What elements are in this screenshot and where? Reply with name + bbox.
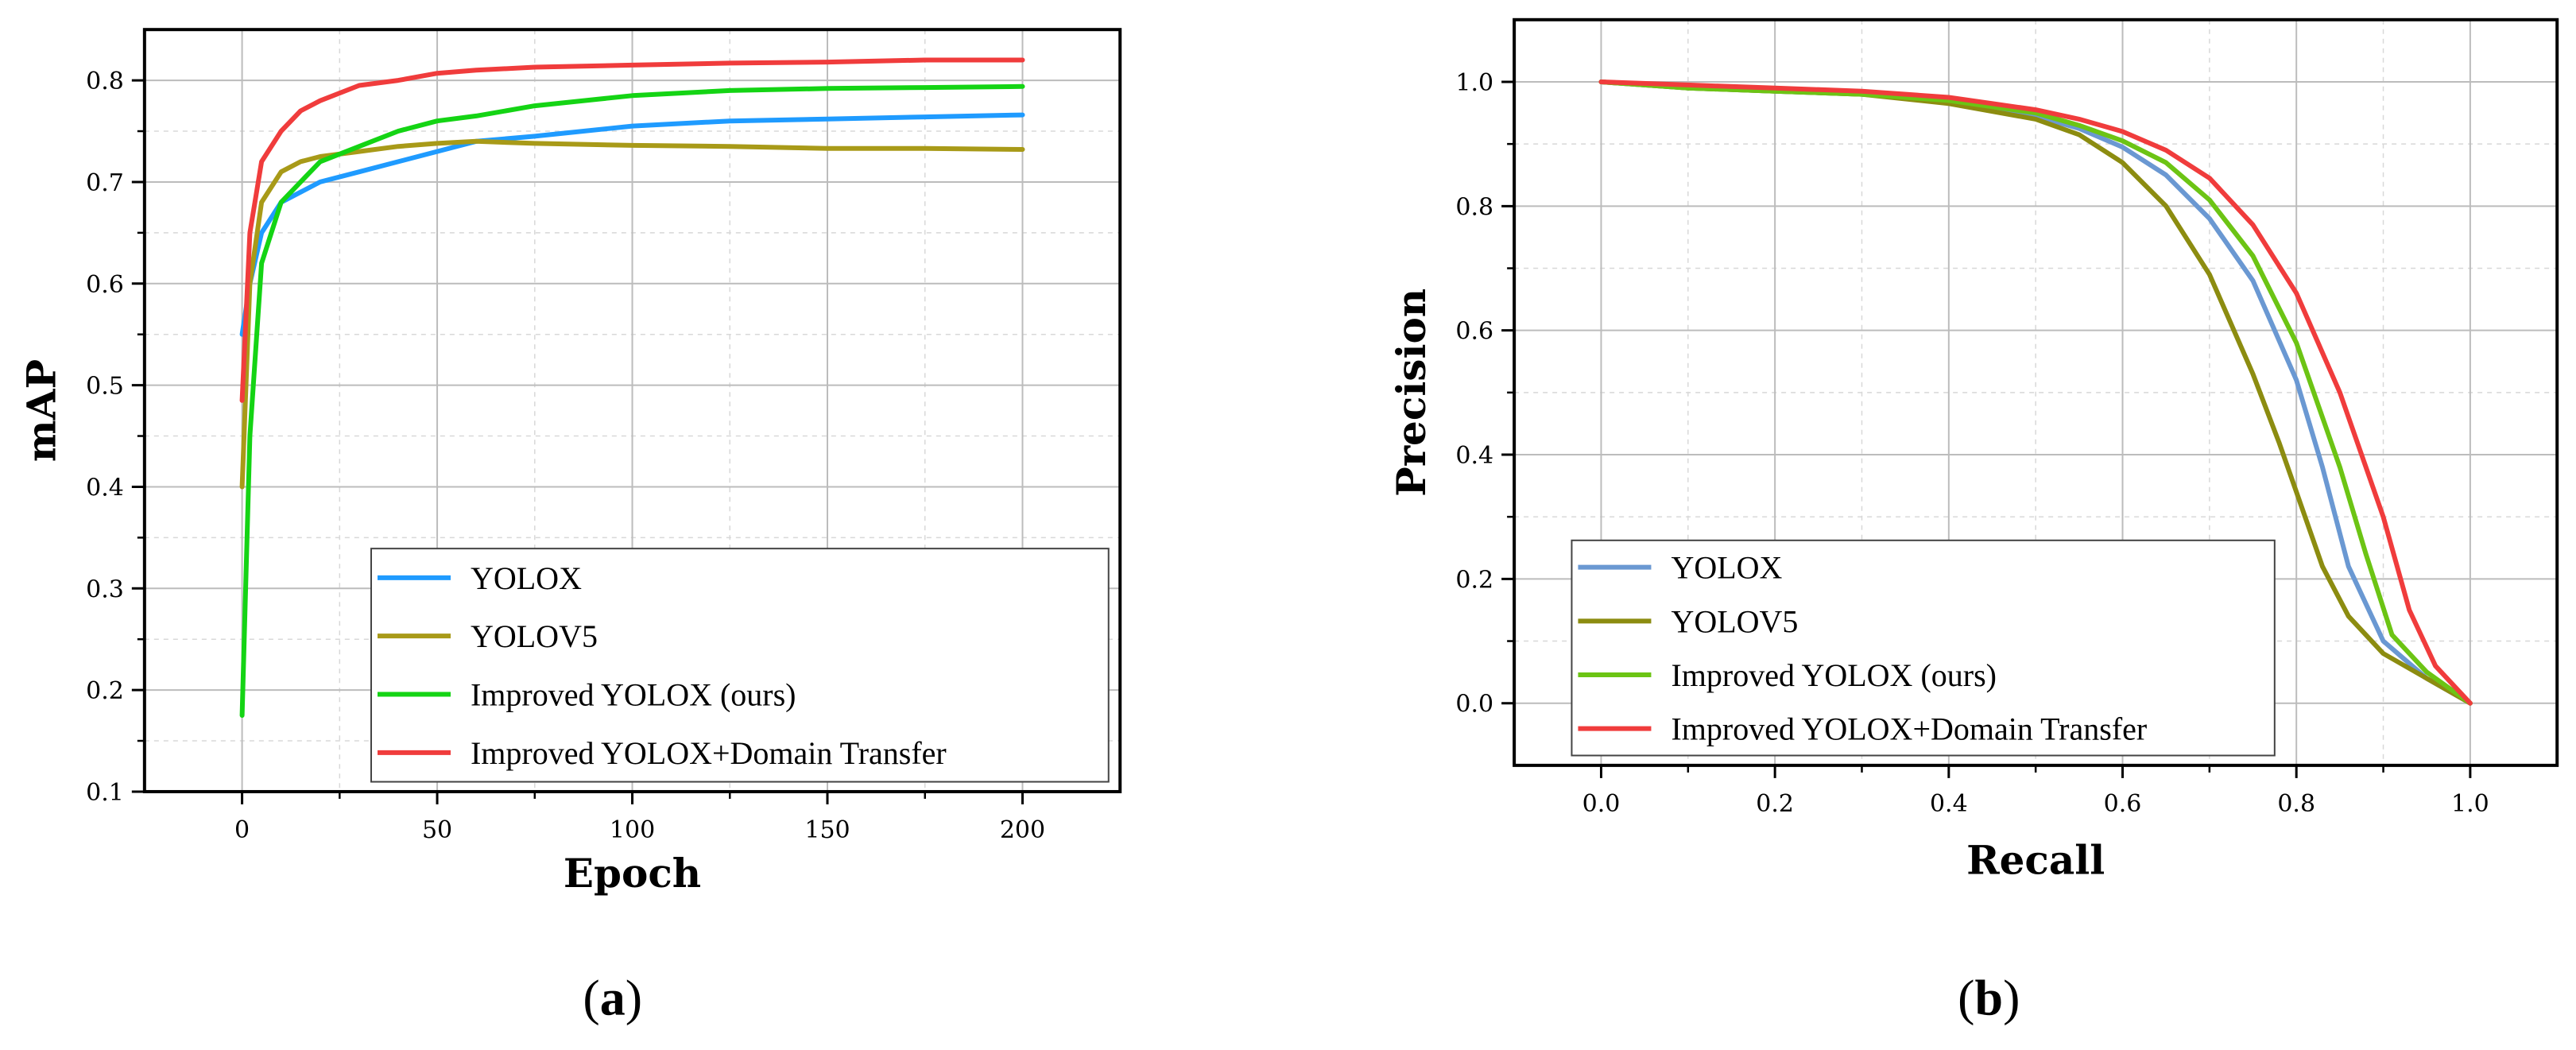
legend-label-improved-yolox-ours: Improved YOLOX (ours): [471, 677, 796, 713]
y-axis-title: mAP: [18, 359, 65, 462]
y-tick-label: 0.3: [86, 575, 124, 603]
y-tick-label: 0.6: [1455, 318, 1493, 346]
series-line-yolov5: [239, 138, 1025, 490]
grid-b: [1514, 19, 2558, 765]
y-tick-label: 0.2: [86, 677, 124, 705]
panel-label-letter: b: [1974, 969, 2003, 1025]
y-tick-label: 0.0: [1455, 691, 1493, 719]
x-tick-label: 0.6: [2104, 790, 2142, 818]
panel-label-close-paren: ): [626, 969, 642, 1025]
series-line-yolox: [239, 112, 1025, 337]
y-tick-label: 0.2: [1455, 566, 1493, 594]
x-tick-label: 50: [422, 816, 452, 844]
y-tick-label: 0.7: [86, 169, 124, 197]
x-tick-label: 0.2: [1756, 790, 1794, 818]
x-tick-label: 0: [234, 816, 250, 844]
panel-label-open-paren: (: [583, 969, 599, 1025]
series-line-improved-yolox-ours: [1598, 79, 2473, 706]
panel-label-a: (a): [583, 969, 642, 1025]
y-tick-label: 0.4: [1455, 442, 1493, 470]
series-line-improved-yolox-ours: [239, 83, 1025, 719]
x-tick-label: 0.4: [1930, 790, 1968, 818]
panel-label-b: (b): [1958, 969, 2020, 1025]
y-tick-label: 1.0: [1455, 69, 1493, 97]
x-tick-label: 0.0: [1582, 790, 1621, 818]
x-tick-label: 1.0: [2451, 790, 2489, 818]
legend-box-a: [370, 548, 1110, 783]
legend-label-improved-yolox-domain-transfer: Improved YOLOX+Domain Transfer: [471, 735, 947, 771]
series-line-improved-yolox-domain-transfer: [1598, 79, 2473, 706]
legend-label-improved-yolox-ours: Improved YOLOX (ours): [1671, 657, 1997, 693]
legend-label-yolox: YOLOX: [471, 560, 582, 596]
chart-panel-b: 0.0 0.2 0.4 0.6 0.8 1.0 0.0 0.2 0.4 0.6 0.8 1.0 Reca…: [1388, 17, 2559, 1025]
x-tick-label: 200: [1000, 816, 1045, 844]
legend-label-yolov5: YOLOV5: [1671, 603, 1798, 639]
y-tick-label: 0.4: [86, 474, 124, 502]
x-tick-label: 0.8: [2277, 790, 2315, 818]
y-tick-label: 0.8: [1455, 193, 1493, 221]
y-tick-label: 0.8: [86, 68, 124, 95]
panel-label-letter: a: [600, 969, 626, 1025]
legend-label-yolov5: YOLOV5: [471, 618, 598, 654]
legend-box-b: [1571, 539, 2276, 757]
y-tick-label: 0.6: [86, 271, 124, 299]
y-tick-label: 0.5: [86, 373, 124, 401]
x-tick-label: 150: [804, 816, 850, 844]
series-line-improved-yolox-domain-transfer: [239, 57, 1025, 403]
legend-label-improved-yolox-domain-transfer: Improved YOLOX+Domain Transfer: [1671, 711, 2147, 747]
chart-panel-a: 0 50 100 150 200 0.1 0.2 0.3 0.4 0.5 0.6 0.7 0.8 Epoc…: [18, 28, 1122, 1025]
y-axis-title: Precision: [1388, 289, 1435, 497]
panel-label-open-paren: (: [1958, 969, 1974, 1025]
x-tick-label: 100: [610, 816, 655, 844]
legend-label-yolox: YOLOX: [1671, 550, 1782, 586]
x-axis-title: Epoch: [564, 850, 701, 897]
x-axis-title: Recall: [1966, 836, 2105, 883]
panel-label-close-paren: ): [2003, 969, 2020, 1025]
y-tick-label: 0.1: [86, 779, 124, 807]
